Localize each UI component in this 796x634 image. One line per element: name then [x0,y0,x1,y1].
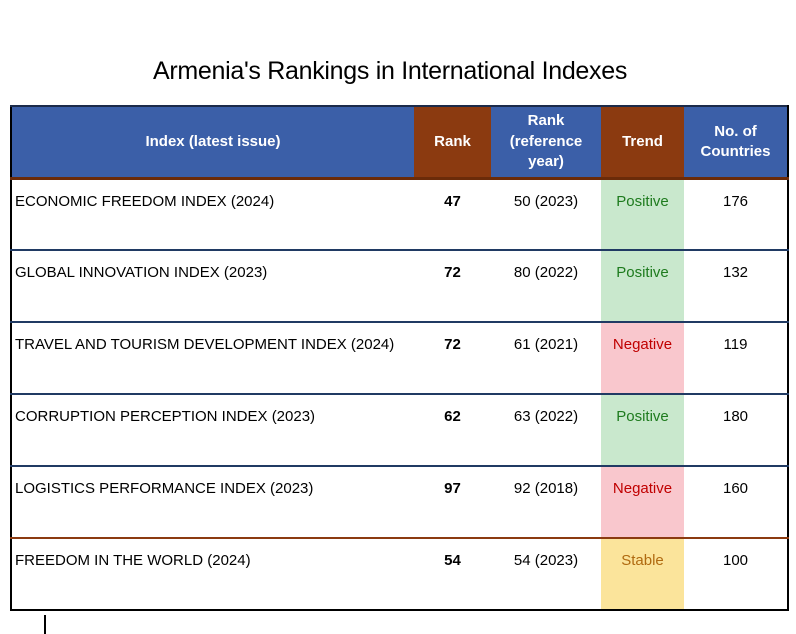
index-name: CORRUPTION PERCEPTION INDEX (2023) [11,394,414,467]
countries-count: 176 [684,178,788,251]
rankings-table: Index (latest issue) Rank Rank (referenc… [10,105,789,611]
rank-reference-value: 54 (2023) [491,538,601,610]
header-trend: Trend [601,106,684,180]
rank-value: 47 [414,178,491,251]
table-row: CORRUPTION PERCEPTION INDEX (2023) 62 63… [11,394,788,467]
rank-reference-value: 63 (2022) [491,394,601,467]
index-name: ECONOMIC FREEDOM INDEX (2024) [11,178,414,251]
rank-value: 54 [414,538,491,610]
rank-reference-value: 61 (2021) [491,322,601,395]
header-rank-reference: Rank (reference year) [491,106,601,180]
header-rank: Rank [414,106,491,180]
table-row: FREEDOM IN THE WORLD (2024) 54 54 (2023)… [11,538,788,610]
table-row: LOGISTICS PERFORMANCE INDEX (2023) 97 92… [11,466,788,539]
table-row: TRAVEL AND TOURISM DEVELOPMENT INDEX (20… [11,322,788,395]
rank-value: 72 [414,322,491,395]
index-name: FREEDOM IN THE WORLD (2024) [11,538,414,610]
trend-badge: Positive [601,250,684,323]
rank-reference-value: 50 (2023) [491,178,601,251]
index-name: TRAVEL AND TOURISM DEVELOPMENT INDEX (20… [11,322,414,395]
rank-reference-value: 80 (2022) [491,250,601,323]
trend-badge: Negative [601,322,684,395]
table-row: ECONOMIC FREEDOM INDEX (2024) 47 50 (202… [11,178,788,251]
countries-count: 100 [684,538,788,610]
countries-count: 160 [684,466,788,539]
trend-badge: Positive [601,394,684,467]
table-row: GLOBAL INNOVATION INDEX (2023) 72 80 (20… [11,250,788,323]
countries-count: 132 [684,250,788,323]
page-title: Armenia's Rankings in International Inde… [152,57,628,85]
header-index: Index (latest issue) [11,106,414,180]
index-name: LOGISTICS PERFORMANCE INDEX (2023) [11,466,414,539]
trend-badge: Negative [601,466,684,539]
cutoff-element-line [44,615,46,634]
table-header-row: Index (latest issue) Rank Rank (referenc… [11,106,788,180]
trend-badge: Stable [601,538,684,610]
countries-count: 119 [684,322,788,395]
rank-value: 62 [414,394,491,467]
rank-value: 72 [414,250,491,323]
countries-count: 180 [684,394,788,467]
trend-badge: Positive [601,178,684,251]
rank-value: 97 [414,466,491,539]
index-name: GLOBAL INNOVATION INDEX (2023) [11,250,414,323]
rank-reference-value: 92 (2018) [491,466,601,539]
header-countries: No. of Countries [684,106,788,180]
